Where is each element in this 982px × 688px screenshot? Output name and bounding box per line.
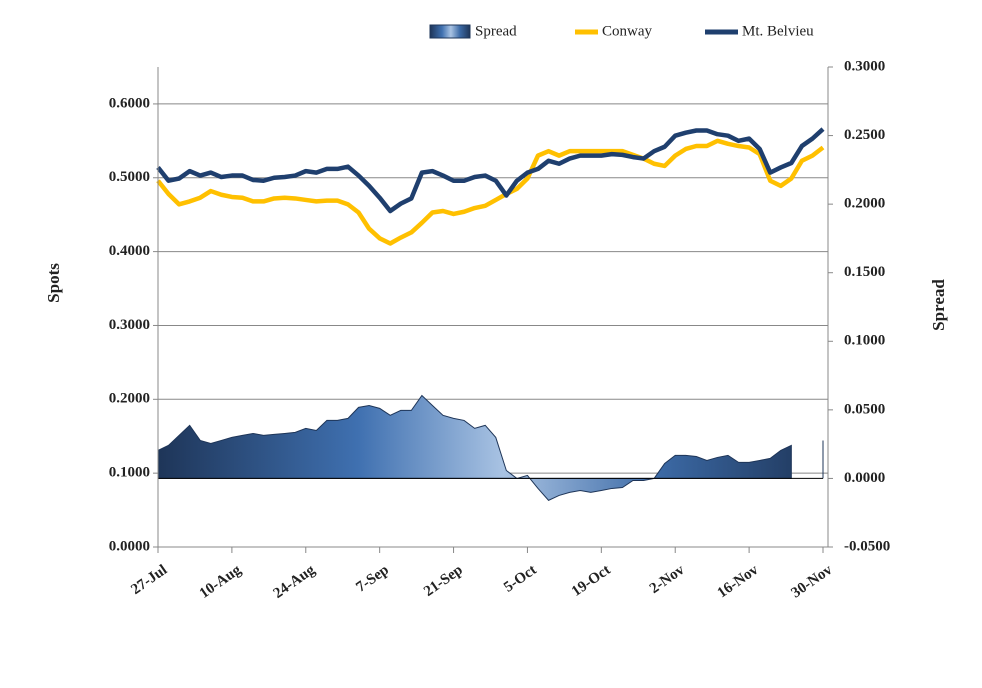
y-tick-label: 0.1000 — [109, 465, 150, 481]
y2-tick-label: 0.1000 — [844, 333, 885, 349]
plot-background — [158, 103, 828, 474]
x-tick-label: 19-Oct — [569, 562, 614, 600]
x-tick-label: 24-Aug — [271, 562, 319, 602]
legend-label: Spread — [475, 23, 517, 39]
y2-tick-label: 0.2500 — [844, 127, 885, 143]
x-tick-label: 30-Nov — [789, 562, 836, 602]
y-tick-label: 0.2000 — [109, 391, 150, 407]
series-line — [156, 127, 825, 214]
y2-tick-label: -0.0500 — [844, 538, 890, 554]
x-tick-label: 7-Sep — [353, 562, 392, 596]
y-tick-label: 0.3000 — [109, 317, 150, 333]
y-axis-title: Spots — [44, 263, 63, 303]
y2-tick-label: 0.2000 — [844, 196, 885, 212]
x-tick-label: 27-Jul — [128, 562, 170, 598]
plot-marks — [156, 127, 825, 501]
x-tick-label: 2-Nov — [647, 562, 688, 597]
x-tick-label: 16-Nov — [715, 562, 762, 602]
series-line — [156, 138, 825, 246]
x-tick-label: 10-Aug — [197, 562, 245, 602]
y2-tick-label: 0.0000 — [844, 470, 885, 486]
legend-label: Conway — [602, 23, 652, 39]
x-tick-label: 5-Oct — [501, 562, 540, 596]
y-tick-label: 0.5000 — [109, 169, 150, 185]
y2-tick-label: 0.1500 — [844, 264, 885, 280]
y-tick-label: 0.0000 — [109, 538, 150, 554]
legend-swatch — [429, 24, 471, 39]
plot-axes: 0.0000 0.1000 0.2000 0.3000 0.4000 0.5000 0.60… — [109, 58, 891, 601]
spread-area — [157, 394, 824, 501]
y2-tick-label: 0.0500 — [844, 401, 885, 417]
x-tick-label: 21-Sep — [421, 562, 466, 600]
y-tick-label: 0.6000 — [109, 95, 150, 111]
y-tick-label: 0.4000 — [109, 243, 150, 259]
y2-tick-label: 0.3000 — [844, 58, 885, 74]
y2-axis-title: Spread — [929, 279, 948, 331]
legend: Spread Conway Mt. Belvieu — [429, 23, 814, 39]
legend-label: Mt. Belvieu — [742, 23, 814, 39]
